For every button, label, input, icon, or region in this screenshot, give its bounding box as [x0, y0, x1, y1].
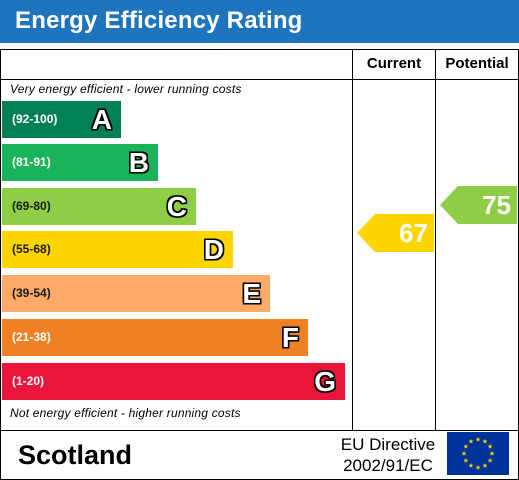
eu-star	[489, 450, 495, 456]
band-letter: F	[281, 322, 299, 353]
band-letter: D	[203, 234, 224, 265]
eu-stars-icon	[461, 436, 495, 470]
band-range-label: (21-38)	[12, 330, 51, 344]
eu-directive: EU Directive 2002/91/EC	[335, 434, 441, 476]
potential-rating-arrow: 75	[440, 186, 517, 224]
eu-star	[487, 443, 493, 449]
eu-star	[463, 457, 469, 463]
band-range-label: (92-100)	[12, 112, 58, 126]
page-title: Energy Efficiency Rating	[15, 7, 303, 34]
band-g: (1-20) G	[2, 363, 345, 400]
band-range-label: (1-20)	[12, 374, 45, 388]
band-range-label: (39-54)	[12, 286, 51, 300]
column-divider-current	[352, 49, 353, 431]
band-a: (92-100) A	[2, 101, 121, 138]
current-rating-value: 67	[399, 218, 428, 248]
eu-directive-line2: 2002/91/EC	[343, 456, 433, 475]
band-range-label: (81-91)	[12, 155, 51, 169]
band-range-label: (69-80)	[12, 199, 51, 213]
title-bar: Energy Efficiency Rating	[0, 0, 519, 43]
band-letter: B	[128, 147, 149, 178]
eu-star	[482, 463, 488, 468]
eu-star	[461, 450, 467, 456]
eu-star	[468, 438, 474, 444]
band-c: (69-80) C	[2, 188, 196, 225]
band-letter: E	[242, 278, 261, 309]
eu-star	[463, 443, 469, 449]
eu-star	[482, 438, 488, 444]
note-inefficient: Not energy efficient - higher running co…	[10, 406, 241, 420]
column-header-current: Current	[366, 55, 422, 72]
band-b: (81-91) B	[2, 144, 158, 181]
eu-star	[487, 457, 493, 463]
band-range-label: (55-68)	[12, 242, 51, 256]
band-letter: G	[314, 366, 336, 397]
band-f: (21-38) F	[2, 319, 308, 356]
column-divider-potential	[435, 49, 436, 431]
column-header-potential: Potential	[445, 55, 509, 72]
country-label: Scotland	[18, 440, 133, 470]
band-d: (55-68) D	[2, 231, 233, 268]
eu-star	[475, 464, 481, 470]
band-letter: A	[91, 104, 112, 135]
potential-rating-value: 75	[482, 190, 511, 220]
current-rating-arrow: 67	[357, 214, 434, 252]
eu-directive-line1: EU Directive	[340, 435, 436, 454]
eu-star	[468, 463, 474, 468]
band-e: (39-54) E	[2, 275, 270, 312]
header-row-divider	[1, 79, 518, 80]
eu-star	[475, 436, 481, 442]
band-letter: C	[166, 191, 187, 222]
eu-flag-icon	[447, 432, 509, 475]
note-efficient: Very energy efficient - lower running co…	[10, 82, 242, 96]
footer-divider	[1, 430, 518, 431]
